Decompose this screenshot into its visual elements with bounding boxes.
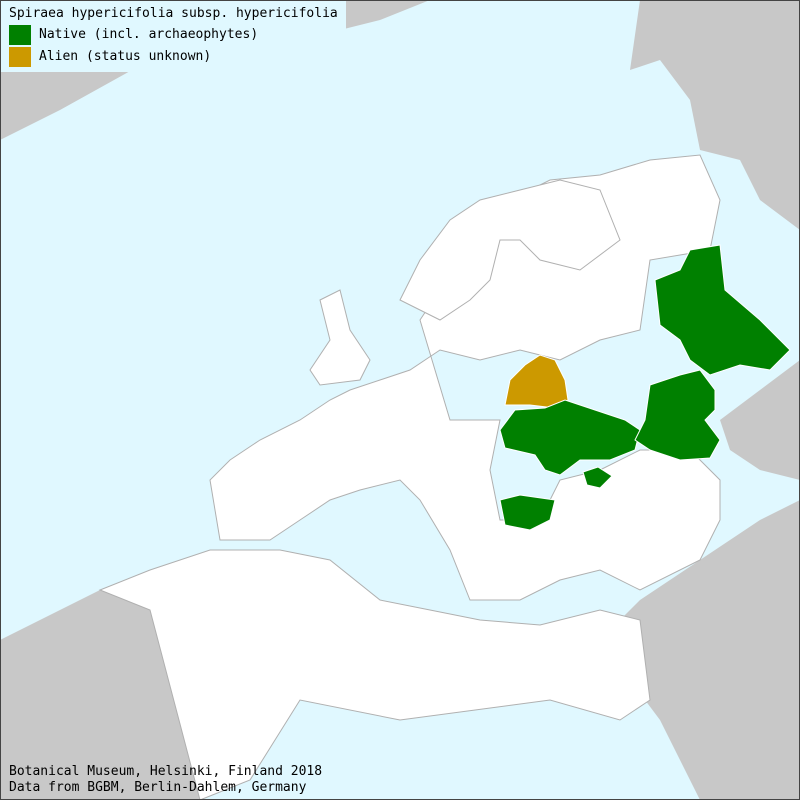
credits-line-2: Data from BGBM, Berlin-Dahlem, Germany [9,780,307,795]
legend: Spiraea hypericifolia subsp. hypericifol… [0,0,346,72]
credits-line-1: Botanical Museum, Helsinki, Finland 2018 [9,764,323,779]
legend-item-native: Native (incl. archaeophytes) [9,24,338,46]
north-africa [98,549,651,800]
region-belarus-alien [504,354,569,409]
credits: Botanical Museum, Helsinki, Finland 2018… [9,764,322,796]
legend-swatch-alien [9,47,31,67]
legend-label-native: Native (incl. archaeophytes) [39,27,259,42]
region-crimea-native [582,466,613,489]
map-title: Spiraea hypericifolia subsp. hypericifol… [9,6,338,21]
region-bulgaria-native [499,494,556,531]
middle-east-area [600,500,800,800]
legend-item-alien: Alien (status unknown) [9,46,338,68]
region-ukraine-native [499,399,641,476]
region-south-russia-native [634,369,721,461]
arctic-russia-area [630,0,800,230]
scandinavia [399,179,621,321]
region-east-russia-native [654,244,791,376]
west-africa-area [0,590,200,800]
legend-swatch-native [9,25,31,45]
britain [309,289,371,386]
caucasus-east-area [720,360,800,480]
legend-label-alien: Alien (status unknown) [39,49,212,64]
